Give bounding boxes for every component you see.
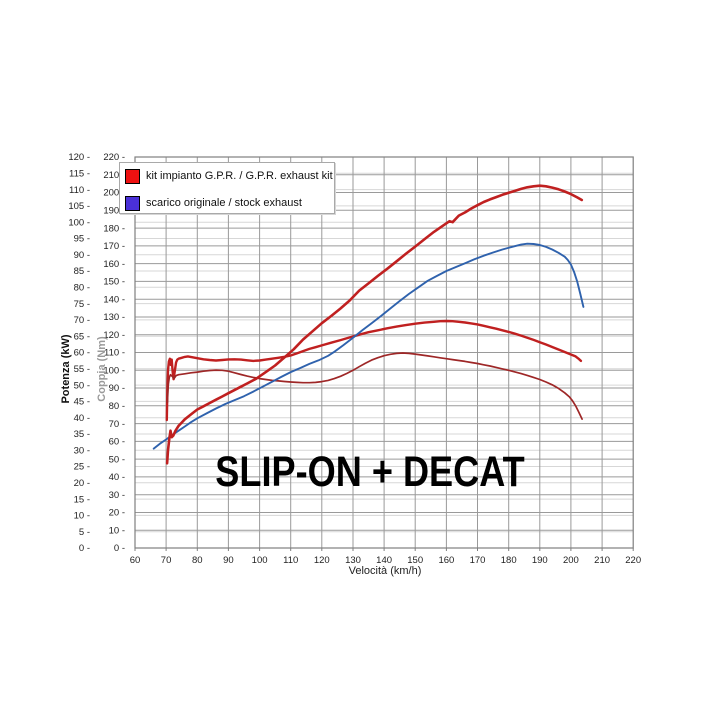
svg-text:70: 70 xyxy=(161,555,172,566)
svg-text:140 -: 140 - xyxy=(103,294,125,305)
y-axis-title-power: Potenza (kW) xyxy=(60,334,72,404)
svg-text:70 -: 70 - xyxy=(109,419,125,430)
y-axis-title-torque: Coppia (Nm) xyxy=(96,336,108,402)
svg-text:100 -: 100 - xyxy=(68,217,90,228)
svg-text:220 -: 220 - xyxy=(103,152,125,163)
svg-text:95 -: 95 - xyxy=(74,234,90,245)
svg-text:110: 110 xyxy=(283,555,298,566)
svg-text:60 -: 60 - xyxy=(74,348,90,359)
legend-swatch-blue xyxy=(125,195,140,211)
svg-text:190 -: 190 - xyxy=(103,206,125,217)
svg-text:90: 90 xyxy=(223,555,234,566)
svg-text:65 -: 65 - xyxy=(74,331,90,342)
svg-text:170 -: 170 - xyxy=(103,241,125,252)
svg-text:150 -: 150 - xyxy=(103,277,125,288)
svg-text:85 -: 85 - xyxy=(74,266,90,277)
svg-text:170: 170 xyxy=(470,555,486,566)
legend-label-gpr-kit: kit impianto G.P.R. / G.P.R. exhaust kit xyxy=(146,170,333,182)
svg-text:80 -: 80 - xyxy=(109,401,125,412)
svg-text:115 -: 115 - xyxy=(69,169,90,180)
svg-text:40 -: 40 - xyxy=(109,472,125,483)
svg-text:200 -: 200 - xyxy=(103,188,125,199)
svg-text:90 -: 90 - xyxy=(109,383,125,394)
legend-label-stock: scarico originale / stock exhaust xyxy=(146,197,302,209)
svg-text:75 -: 75 - xyxy=(74,299,90,310)
svg-text:105 -: 105 - xyxy=(68,201,90,212)
svg-text:45 -: 45 - xyxy=(74,397,90,408)
svg-text:210 -: 210 - xyxy=(103,170,125,181)
svg-text:60: 60 xyxy=(130,555,141,566)
svg-text:120 -: 120 - xyxy=(103,330,125,341)
svg-text:0 -: 0 - xyxy=(79,543,90,554)
svg-text:80: 80 xyxy=(192,555,203,566)
svg-text:200: 200 xyxy=(563,555,579,566)
svg-text:35 -: 35 - xyxy=(74,429,90,440)
svg-text:140: 140 xyxy=(376,555,392,566)
x-axis-title: Velocità (km/h) xyxy=(348,565,422,577)
svg-text:10 -: 10 - xyxy=(109,525,125,536)
legend-item-gpr-kit: kit impianto G.P.R. / G.P.R. exhaust kit xyxy=(125,168,333,184)
svg-text:20 -: 20 - xyxy=(74,478,90,489)
svg-text:40 -: 40 - xyxy=(74,413,90,424)
svg-text:30 -: 30 - xyxy=(109,490,125,501)
svg-text:70 -: 70 - xyxy=(74,315,90,326)
svg-text:20 -: 20 - xyxy=(109,508,125,519)
svg-text:120: 120 xyxy=(314,555,330,566)
svg-text:190: 190 xyxy=(532,555,548,566)
legend-box: kit impianto G.P.R. / G.P.R. exhaust kit… xyxy=(119,162,335,214)
svg-text:130 -: 130 - xyxy=(103,312,125,323)
svg-text:110 -: 110 - xyxy=(69,185,90,196)
svg-text:100: 100 xyxy=(252,555,268,566)
svg-text:90 -: 90 - xyxy=(74,250,90,261)
svg-text:220: 220 xyxy=(625,555,641,566)
svg-text:100 -: 100 - xyxy=(103,366,125,377)
svg-text:180: 180 xyxy=(501,555,517,566)
svg-text:160: 160 xyxy=(438,555,454,566)
svg-text:50 -: 50 - xyxy=(109,454,125,465)
svg-text:130: 130 xyxy=(345,555,361,566)
svg-text:180 -: 180 - xyxy=(103,223,125,234)
legend-item-stock: scarico originale / stock exhaust xyxy=(125,195,302,211)
svg-text:60 -: 60 - xyxy=(109,437,125,448)
legend-swatch-red xyxy=(125,168,140,184)
svg-text:55 -: 55 - xyxy=(74,364,90,375)
svg-text:210: 210 xyxy=(594,555,610,566)
svg-text:0 -: 0 - xyxy=(114,543,125,554)
svg-text:80 -: 80 - xyxy=(74,283,90,294)
svg-text:30 -: 30 - xyxy=(74,445,90,456)
chart-annotation: SLIP-ON + DECAT xyxy=(215,448,525,496)
svg-text:25 -: 25 - xyxy=(74,462,90,473)
svg-text:15 -: 15 - xyxy=(74,494,90,505)
svg-text:120 -: 120 - xyxy=(68,152,90,163)
svg-text:10 -: 10 - xyxy=(74,511,90,522)
svg-text:160 -: 160 - xyxy=(103,259,125,270)
svg-text:5 -: 5 - xyxy=(79,527,90,538)
svg-text:150: 150 xyxy=(407,555,423,566)
svg-text:110 -: 110 - xyxy=(104,348,125,359)
svg-text:50 -: 50 - xyxy=(74,380,90,391)
